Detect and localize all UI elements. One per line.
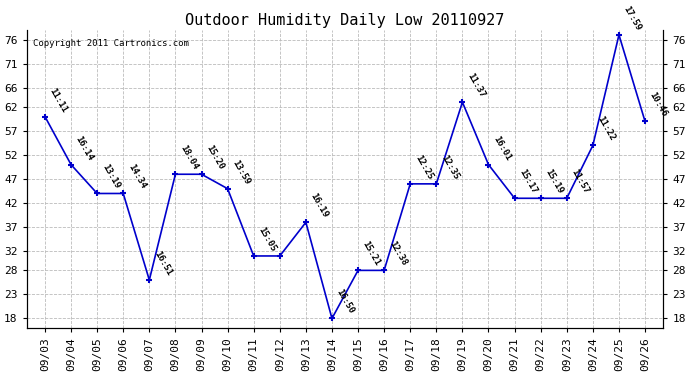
Text: 13:19: 13:19 (100, 163, 121, 191)
Text: 11:57: 11:57 (569, 168, 591, 195)
Text: 13:59: 13:59 (230, 158, 252, 186)
Text: 14:34: 14:34 (126, 163, 147, 191)
Text: 16:51: 16:51 (152, 249, 173, 277)
Text: 15:20: 15:20 (204, 144, 226, 171)
Text: 11:11: 11:11 (48, 86, 69, 114)
Text: 15:17: 15:17 (518, 168, 539, 195)
Text: 11:37: 11:37 (465, 72, 486, 99)
Text: 18:04: 18:04 (178, 144, 199, 171)
Text: 12:38: 12:38 (387, 240, 408, 268)
Text: 16:01: 16:01 (491, 134, 513, 162)
Text: 15:21: 15:21 (361, 240, 382, 268)
Text: 15:05: 15:05 (257, 225, 277, 253)
Title: Outdoor Humidity Daily Low 20110927: Outdoor Humidity Daily Low 20110927 (186, 12, 504, 27)
Text: 11:22: 11:22 (595, 115, 617, 142)
Text: 16:14: 16:14 (74, 134, 95, 162)
Text: Copyright 2011 Cartronics.com: Copyright 2011 Cartronics.com (33, 39, 189, 48)
Text: 10:46: 10:46 (648, 91, 669, 118)
Text: 12:25: 12:25 (413, 153, 434, 181)
Text: 16:50: 16:50 (335, 288, 356, 316)
Text: 12:35: 12:35 (439, 153, 460, 181)
Text: 16:19: 16:19 (308, 192, 330, 219)
Text: 17:59: 17:59 (622, 4, 643, 32)
Text: 15:19: 15:19 (544, 168, 564, 195)
